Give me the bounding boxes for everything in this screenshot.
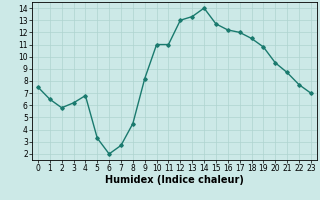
X-axis label: Humidex (Indice chaleur): Humidex (Indice chaleur) <box>105 175 244 185</box>
